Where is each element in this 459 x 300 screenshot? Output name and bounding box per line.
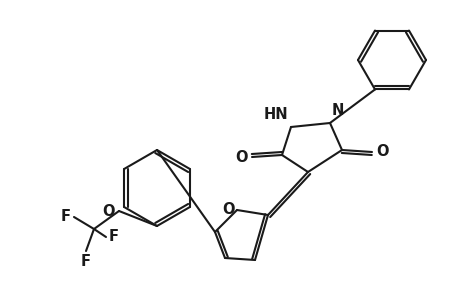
Text: F: F [61,209,71,224]
Text: HN: HN [263,107,287,122]
Text: O: O [222,202,235,217]
Text: N: N [331,103,344,118]
Text: F: F [109,230,119,244]
Text: O: O [235,149,247,164]
Text: O: O [375,145,388,160]
Text: F: F [81,254,91,269]
Text: O: O [102,203,115,218]
